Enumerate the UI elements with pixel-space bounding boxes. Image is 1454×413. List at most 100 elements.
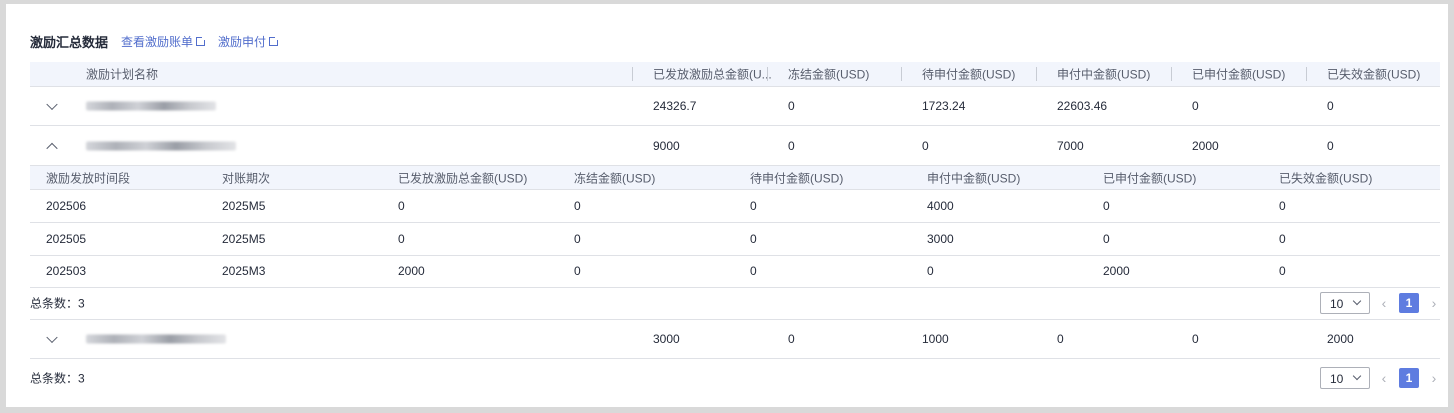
subtable-cell: 0 bbox=[1279, 199, 1286, 213]
external-link-icon bbox=[196, 36, 207, 46]
column-header[interactable]: 已发放激励总金额(U... bbox=[653, 67, 772, 82]
cell-value: 0 bbox=[1327, 98, 1334, 113]
subtable-column-header: 申付中金额(USD) bbox=[927, 171, 1021, 185]
incentive-payment-link[interactable]: 激励申付 bbox=[218, 33, 280, 50]
cell-value: 0 bbox=[788, 98, 795, 113]
expand-chevron-icon[interactable] bbox=[46, 331, 58, 344]
subtable-cell: 0 bbox=[927, 264, 934, 278]
total-count: 总条数：3 bbox=[30, 371, 85, 386]
cell-value: 2000 bbox=[1192, 138, 1219, 153]
page-size-value: 10 bbox=[1330, 297, 1344, 311]
subtable-column-header: 已申付金额(USD) bbox=[1103, 171, 1197, 185]
subtable-cell: 0 bbox=[574, 231, 581, 246]
subtable-cell: 2000 bbox=[1103, 264, 1130, 278]
cell-value: 0 bbox=[922, 138, 929, 153]
subtable-column-header: 对账期次 bbox=[222, 171, 271, 185]
total-count: 总条数：3 bbox=[30, 296, 85, 311]
subtable-cell: 0 bbox=[574, 264, 581, 278]
subtable-cell: 3000 bbox=[927, 231, 954, 246]
blurred-plan-name bbox=[86, 334, 226, 344]
cell-value: 1000 bbox=[922, 332, 949, 346]
subtable-cell: 2025M5 bbox=[222, 199, 266, 213]
column-divider[interactable] bbox=[901, 67, 902, 81]
page-size-select[interactable]: 10 bbox=[1320, 292, 1370, 314]
subtable-column-header: 已失效金额(USD) bbox=[1279, 171, 1373, 185]
column-divider[interactable] bbox=[1171, 67, 1172, 81]
subtable-cell: 0 bbox=[574, 199, 581, 213]
cell-value: 3000 bbox=[653, 332, 680, 346]
cell-value: 7000 bbox=[1057, 138, 1084, 153]
subtable-cell: 0 bbox=[750, 264, 757, 278]
subtable-cell: 0 bbox=[1279, 264, 1286, 278]
column-header[interactable]: 冻结金额(USD) bbox=[788, 67, 870, 82]
subtable-cell: 0 bbox=[750, 231, 757, 246]
cell-value: 1723.24 bbox=[922, 98, 966, 113]
column-divider[interactable] bbox=[767, 67, 768, 81]
next-page-button[interactable]: › bbox=[1431, 295, 1437, 311]
column-header[interactable]: 已申付金额(USD) bbox=[1192, 67, 1286, 82]
subtable-cell: 0 bbox=[398, 231, 405, 246]
column-header[interactable]: 申付中金额(USD) bbox=[1057, 67, 1151, 82]
external-link-icon bbox=[269, 36, 280, 46]
link-label: 查看激励账单 bbox=[121, 35, 194, 49]
cell-value: 24326.7 bbox=[653, 98, 697, 113]
page-1-button[interactable]: 1 bbox=[1399, 368, 1419, 388]
prev-page-button[interactable]: ‹ bbox=[1381, 370, 1387, 386]
subtable-cell: 0 bbox=[398, 199, 405, 213]
subtable-cell: 202503 bbox=[46, 264, 87, 278]
page-size-select[interactable]: 10 bbox=[1320, 367, 1370, 389]
subtable-cell: 2025M3 bbox=[222, 264, 266, 278]
blurred-plan-name bbox=[86, 101, 216, 110]
link-label: 激励申付 bbox=[218, 35, 267, 49]
subtable-cell: 202505 bbox=[46, 231, 87, 246]
subtable-cell: 2025M5 bbox=[222, 231, 266, 246]
subtable-column-header: 激励发放时间段 bbox=[46, 171, 131, 185]
next-page-button[interactable]: › bbox=[1431, 370, 1437, 386]
column-divider[interactable] bbox=[632, 67, 633, 81]
page-size-value: 10 bbox=[1330, 372, 1344, 386]
column-header[interactable]: 已失效金额(USD) bbox=[1327, 67, 1421, 82]
cell-value: 0 bbox=[788, 138, 795, 153]
cell-value: 2000 bbox=[1327, 332, 1354, 346]
cell-value: 0 bbox=[1327, 138, 1334, 153]
table-row: 9000 0 0 7000 2000 0 bbox=[30, 126, 1440, 166]
chevron-down-icon bbox=[1352, 296, 1362, 306]
table-header: 激励计划名称 已发放激励总金额(U... 冻结金额(USD) 待申付金额(USD) 申付… bbox=[30, 62, 1440, 87]
subtable-column-header: 待申付金额(USD) bbox=[750, 171, 844, 185]
incentive-summary-panel: 激励汇总数据 查看激励账单 激励申付 激励计划名称 已发放激励总金额(U... 冻结… bbox=[6, 4, 1448, 407]
subtable-cell: 202506 bbox=[46, 199, 87, 213]
chevron-down-icon bbox=[1352, 371, 1362, 381]
cell-value: 0 bbox=[1057, 332, 1064, 346]
cell-value: 0 bbox=[788, 332, 795, 346]
cell-value: 9000 bbox=[653, 138, 680, 153]
view-incentive-bill-link[interactable]: 查看激励账单 bbox=[121, 33, 207, 50]
cell-value: 22603.46 bbox=[1057, 98, 1108, 113]
cell-value: 0 bbox=[1192, 98, 1199, 113]
prev-page-button[interactable]: ‹ bbox=[1381, 295, 1387, 311]
subtable-header: 激励发放时间段 对账期次 已发放激励总金额(USD) 冻结金额(USD) 待申付金额(U… bbox=[30, 166, 1440, 190]
collapse-chevron-icon[interactable] bbox=[46, 142, 58, 154]
column-header[interactable]: 激励计划名称 bbox=[86, 67, 159, 82]
subtable-cell: 0 bbox=[1103, 199, 1110, 213]
section-title: 激励汇总数据 bbox=[30, 35, 109, 50]
table-row: 24326.7 0 1723.24 22603.46 0 0 bbox=[30, 86, 1440, 126]
expand-chevron-icon[interactable] bbox=[46, 98, 58, 110]
subtable-cell: 2000 bbox=[398, 264, 425, 278]
subtable-row: 202505 2025M5 0 0 0 3000 0 0 bbox=[30, 223, 1440, 256]
subtable-cell: 0 bbox=[1279, 231, 1286, 246]
subtable-cell: 4000 bbox=[927, 199, 954, 213]
blurred-plan-name bbox=[86, 141, 236, 150]
subtable-column-header: 冻结金额(USD) bbox=[574, 171, 656, 185]
subtable-cell: 0 bbox=[750, 199, 757, 213]
subtable-column-header: 已发放激励总金额(USD) bbox=[398, 171, 528, 185]
subtable-row: 202503 2025M3 2000 0 0 0 2000 0 bbox=[30, 255, 1440, 288]
table-pagination: 总条数：3 10 ‹ 1 › bbox=[30, 358, 1440, 398]
column-divider[interactable] bbox=[1306, 67, 1307, 81]
cell-value: 0 bbox=[1192, 332, 1199, 346]
subtable-pagination: 总条数：3 10 ‹ 1 › bbox=[30, 287, 1440, 320]
column-divider[interactable] bbox=[1036, 67, 1037, 81]
column-header[interactable]: 待申付金额(USD) bbox=[922, 67, 1016, 82]
subtable-row: 202506 2025M5 0 0 0 4000 0 0 bbox=[30, 190, 1440, 223]
subtable-cell: 0 bbox=[1103, 231, 1110, 246]
page-1-button[interactable]: 1 bbox=[1399, 293, 1419, 313]
